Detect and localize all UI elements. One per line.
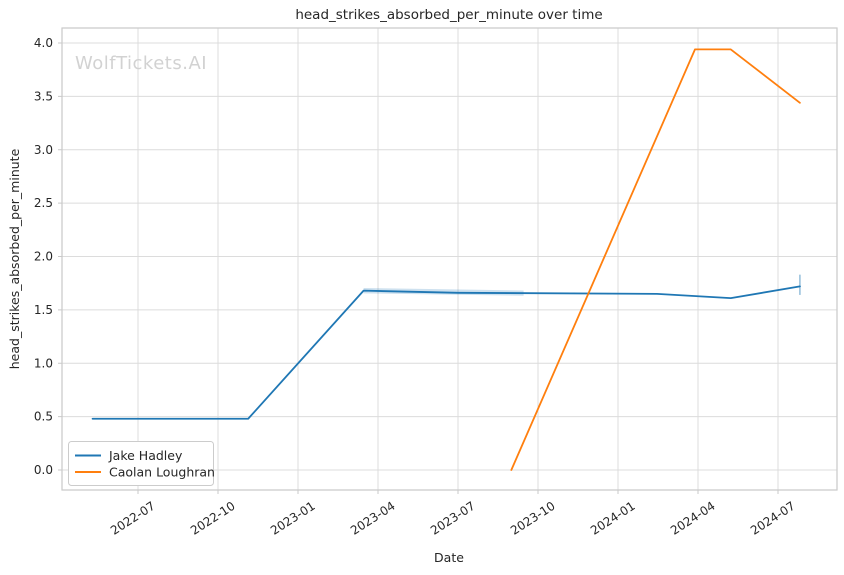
y-tick-label: 3.0 (34, 143, 53, 157)
y-tick-label: 1.5 (34, 303, 53, 317)
legend-box (68, 441, 214, 486)
legend: Jake Hadley Caolan Loughran (68, 441, 215, 486)
watermark: WolfTickets.AI (75, 53, 207, 74)
x-tick-label: 2023-07 (428, 499, 478, 538)
x-tick-label: 2023-01 (268, 499, 318, 538)
tick-marks (58, 42, 779, 494)
x-tick-labels: 2022-07 2022-10 2023-01 2023-04 2023-07 2023-… (108, 499, 798, 538)
x-tick-label: 2023-04 (348, 499, 398, 538)
legend-item-caolan-loughran: Caolan Loughran (75, 465, 215, 480)
x-tick-label: 2023-10 (508, 499, 558, 538)
legend-item-jake-hadley: Jake Hadley (75, 448, 183, 463)
x-tick-label: 2024-07 (748, 499, 798, 538)
series-lines (91, 48, 801, 471)
y-tick-label: 0.0 (34, 463, 53, 477)
y-tick-label: 0.5 (34, 410, 53, 424)
plot-border (61, 27, 838, 491)
y-tick-label: 4.0 (34, 36, 53, 50)
x-tick-label: 2024-01 (588, 499, 638, 538)
series-line-caolan-loughran (510, 48, 801, 471)
y-tick-label: 3.5 (34, 89, 53, 103)
gridlines (62, 28, 837, 490)
y-tick-label: 1.0 (34, 356, 53, 370)
y-tick-label: 2.0 (34, 250, 53, 264)
legend-label: Caolan Loughran (109, 465, 215, 480)
x-axis-label: Date (434, 550, 464, 565)
series-line-jake-hadley (91, 285, 801, 420)
x-tick-label: 2022-07 (108, 499, 158, 538)
chart-title: head_strikes_absorbed_per_minute over ti… (295, 7, 602, 23)
legend-label: Jake Hadley (108, 448, 183, 463)
y-tick-label: 2.5 (34, 196, 53, 210)
x-tick-label: 2024-04 (668, 499, 718, 538)
y-tick-labels: 0.0 0.5 1.0 1.5 2.0 2.5 3.0 3.5 4.0 (34, 36, 53, 477)
y-axis-label: head_strikes_absorbed_per_minute (7, 148, 22, 369)
x-tick-label: 2022-10 (188, 499, 238, 538)
